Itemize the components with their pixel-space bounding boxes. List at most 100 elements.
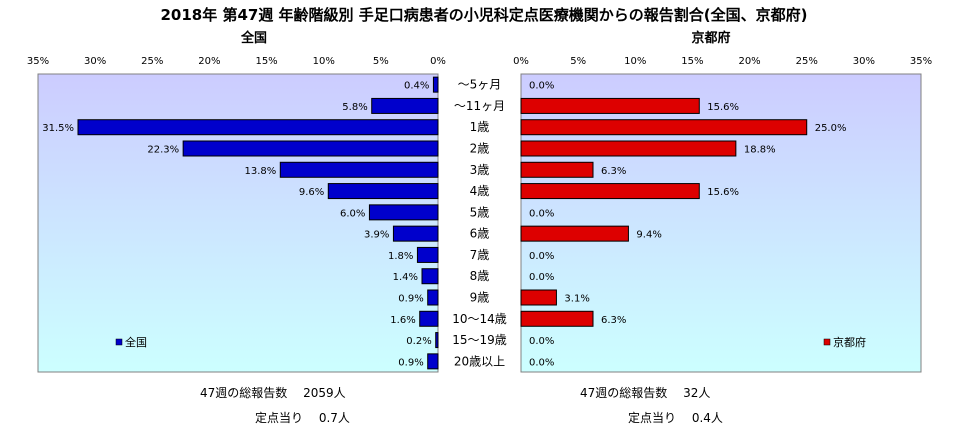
left-data-label: 13.8%	[245, 166, 277, 177]
right-plot-area	[520, 73, 922, 373]
right-bar	[520, 97, 700, 114]
right-data-label: 0.0%	[529, 251, 554, 262]
footer-left-per-value: 0.7人	[318, 411, 350, 425]
left-axis-tick: 0%	[430, 56, 446, 67]
footer-right-per-label: 定点当り	[628, 411, 677, 425]
category-label: 7歳	[470, 248, 490, 262]
right-data-label: 6.3%	[601, 166, 626, 177]
left-data-label: 1.6%	[390, 315, 415, 326]
left-bar	[432, 76, 439, 93]
right-bar	[520, 161, 594, 178]
left-data-label: 22.3%	[147, 145, 179, 156]
right-axis-tick: 35%	[910, 56, 932, 67]
footer-left-per: 定点当り 0.7人	[255, 409, 350, 426]
category-label: 8歳	[470, 269, 490, 283]
left-bar	[419, 310, 439, 327]
right-bar	[520, 289, 557, 306]
left-data-label: 3.9%	[364, 230, 389, 241]
left-panel-title: 全国	[240, 30, 267, 46]
right-bar	[520, 140, 737, 157]
left-axis-tick: 25%	[141, 56, 163, 67]
left-legend-label: 全国	[125, 335, 147, 349]
category-label: ～11ヶ月	[454, 99, 505, 113]
footer-right-total: 47週の総報告数 32人	[580, 384, 710, 401]
left-bar	[427, 289, 439, 306]
left-data-label: 1.8%	[388, 251, 413, 262]
left-data-label: 0.2%	[406, 336, 431, 347]
left-bar	[427, 353, 439, 370]
footer-right-per: 定点当り 0.4人	[628, 409, 723, 426]
right-data-label: 25.0%	[815, 123, 847, 134]
right-axis-tick: 20%	[738, 56, 760, 67]
right-data-label: 6.3%	[601, 315, 626, 326]
right-panel-title: 京都府	[691, 30, 730, 46]
footer-right-total-value: 32人	[683, 386, 711, 400]
category-label: 5歳	[470, 205, 490, 219]
right-axis-tick: 5%	[570, 56, 586, 67]
category-label: 10～14歳	[452, 312, 507, 326]
left-axis-tick: 20%	[198, 56, 220, 67]
left-data-label: 1.4%	[393, 272, 418, 283]
footer-right-per-value: 0.4人	[691, 411, 723, 425]
left-axis-tick: 15%	[255, 56, 277, 67]
left-data-label: 9.6%	[299, 187, 324, 198]
right-axis-tick: 30%	[853, 56, 875, 67]
right-bar	[520, 183, 700, 200]
right-data-label: 0.0%	[529, 272, 554, 283]
right-data-label: 0.0%	[529, 208, 554, 219]
left-bar	[371, 97, 439, 114]
left-data-label: 6.0%	[340, 208, 365, 219]
left-bar	[421, 268, 439, 285]
category-label: 2歳	[470, 142, 490, 156]
left-data-label: 0.9%	[398, 294, 423, 305]
left-axis-tick: 30%	[84, 56, 106, 67]
right-data-label: 9.4%	[636, 230, 661, 241]
category-label: 9歳	[470, 291, 490, 305]
left-data-label: 31.5%	[42, 123, 74, 134]
right-axis-tick: 15%	[681, 56, 703, 67]
left-data-label: 0.4%	[404, 81, 429, 92]
left-data-label: 5.8%	[342, 102, 367, 113]
category-label: 15～19歳	[452, 333, 507, 347]
right-bar	[520, 225, 629, 242]
footer-left-total-label: 47週の総報告数	[200, 386, 288, 400]
right-axis-tick: 25%	[796, 56, 818, 67]
right-legend-swatch	[823, 338, 831, 346]
category-label: 3歳	[470, 163, 490, 177]
left-bar	[77, 119, 439, 136]
right-axis-tick: 10%	[624, 56, 646, 67]
left-axis-tick: 35%	[27, 56, 49, 67]
right-bar	[520, 119, 808, 136]
left-bar	[327, 183, 439, 200]
right-legend-label: 京都府	[833, 335, 866, 349]
right-data-label: 15.6%	[707, 187, 739, 198]
category-label: 20歳以上	[454, 354, 505, 368]
left-bar	[416, 246, 439, 263]
left-axis-tick: 10%	[313, 56, 335, 67]
chart-title: 2018年 第47週 年齢階級別 手足口病患者の小児科定点医療機関からの報告割合…	[160, 6, 808, 24]
left-bar	[368, 204, 439, 221]
footer-left-total-value: 2059人	[303, 386, 346, 400]
footer-left-per-label: 定点当り	[255, 411, 304, 425]
right-data-label: 0.0%	[529, 336, 554, 347]
left-data-label: 0.9%	[398, 357, 423, 368]
left-plot-area	[37, 73, 439, 373]
category-label: 1歳	[470, 120, 490, 134]
left-bar	[279, 161, 439, 178]
right-axis-tick: 0%	[513, 56, 529, 67]
right-bar	[520, 310, 594, 327]
category-label: ～5ヶ月	[458, 78, 502, 92]
right-data-label: 15.6%	[707, 102, 739, 113]
right-data-label: 18.8%	[744, 145, 776, 156]
right-data-label: 0.0%	[529, 357, 554, 368]
category-label: 6歳	[470, 227, 490, 241]
left-axis-tick: 5%	[373, 56, 389, 67]
right-data-label: 3.1%	[564, 294, 589, 305]
left-bar	[392, 225, 439, 242]
category-label: 4歳	[470, 184, 490, 198]
left-bar	[182, 140, 439, 157]
footer-left-total: 47週の総報告数 2059人	[200, 384, 346, 401]
right-data-label: 0.0%	[529, 81, 554, 92]
left-bar	[435, 332, 439, 349]
